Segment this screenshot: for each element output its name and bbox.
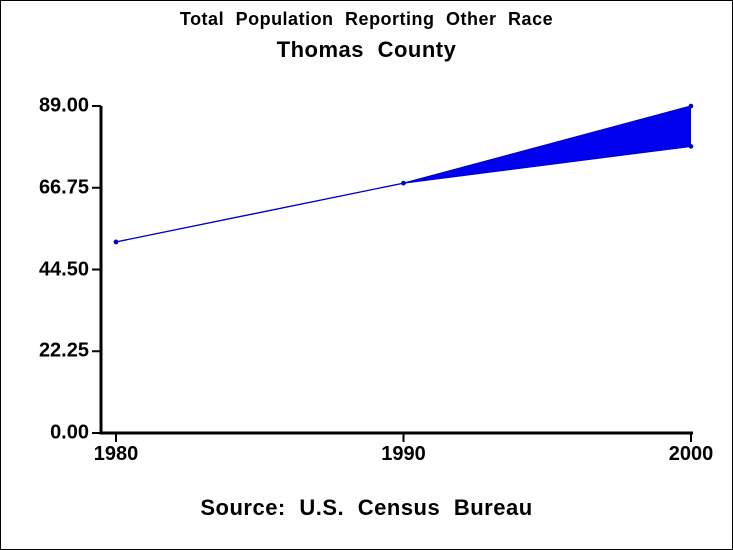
y-tick-label: 89.00	[38, 94, 89, 117]
chart-subtitle: Thomas County	[276, 37, 457, 62]
x-tick-label: 2000	[668, 443, 714, 465]
data-point-lower	[401, 180, 406, 186]
x-tick-label: 1990	[381, 443, 426, 465]
data-point-lower	[113, 239, 119, 245]
x-tick-label: 1980	[93, 443, 139, 465]
lower-series-line	[115, 145, 692, 243]
source-note: Source: U.S. Census Bureau	[200, 495, 533, 520]
data-point-lower	[688, 144, 694, 149]
y-tick-label: 44.50	[38, 258, 89, 280]
data-point-upper	[688, 103, 694, 109]
y-tick-label: 0.00	[50, 421, 89, 444]
y-tick-label: 66.75	[38, 176, 89, 199]
upper-series-line	[115, 105, 692, 243]
y-tick-label: 22.25	[38, 339, 89, 362]
chart-title: Total Population Reporting Other Race	[179, 9, 554, 29]
series-band	[116, 106, 691, 242]
